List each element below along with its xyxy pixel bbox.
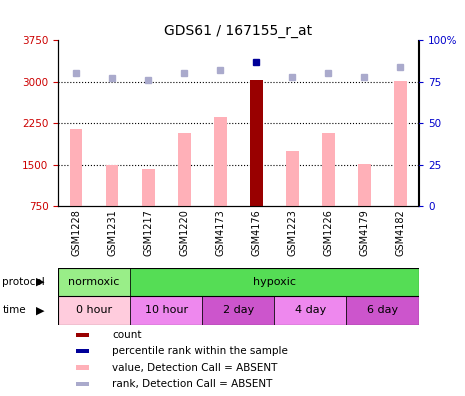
Bar: [142, 169, 154, 206]
Bar: [322, 133, 335, 206]
Bar: [286, 151, 299, 206]
Text: normoxic: normoxic: [68, 277, 120, 287]
Bar: [178, 133, 191, 206]
Bar: [70, 129, 82, 206]
Text: 6 day: 6 day: [367, 305, 398, 316]
Bar: [130, 268, 418, 296]
Text: value, Detection Call = ABSENT: value, Detection Call = ABSENT: [112, 362, 278, 373]
Bar: [250, 80, 263, 206]
Bar: [76, 365, 89, 370]
Text: time: time: [2, 305, 26, 316]
Bar: [358, 164, 371, 206]
Text: percentile rank within the sample: percentile rank within the sample: [112, 346, 288, 356]
Bar: [214, 116, 226, 206]
Bar: [58, 296, 130, 325]
Bar: [76, 349, 89, 354]
Text: rank, Detection Call = ABSENT: rank, Detection Call = ABSENT: [112, 379, 272, 389]
Text: count: count: [112, 330, 142, 340]
Bar: [130, 296, 202, 325]
Text: ▶: ▶: [36, 305, 45, 316]
Bar: [274, 296, 346, 325]
Bar: [394, 81, 407, 206]
Text: 0 hour: 0 hour: [76, 305, 112, 316]
Bar: [202, 296, 274, 325]
Bar: [76, 333, 89, 337]
Text: ▶: ▶: [36, 277, 45, 287]
Text: 4 day: 4 day: [295, 305, 326, 316]
Text: protocol: protocol: [2, 277, 45, 287]
Bar: [346, 296, 418, 325]
Text: 2 day: 2 day: [223, 305, 254, 316]
Text: 10 hour: 10 hour: [145, 305, 188, 316]
Text: hypoxic: hypoxic: [253, 277, 296, 287]
Bar: [106, 165, 119, 206]
Title: GDS61 / 167155_r_at: GDS61 / 167155_r_at: [164, 24, 312, 38]
Bar: [76, 382, 89, 386]
Bar: [58, 268, 130, 296]
